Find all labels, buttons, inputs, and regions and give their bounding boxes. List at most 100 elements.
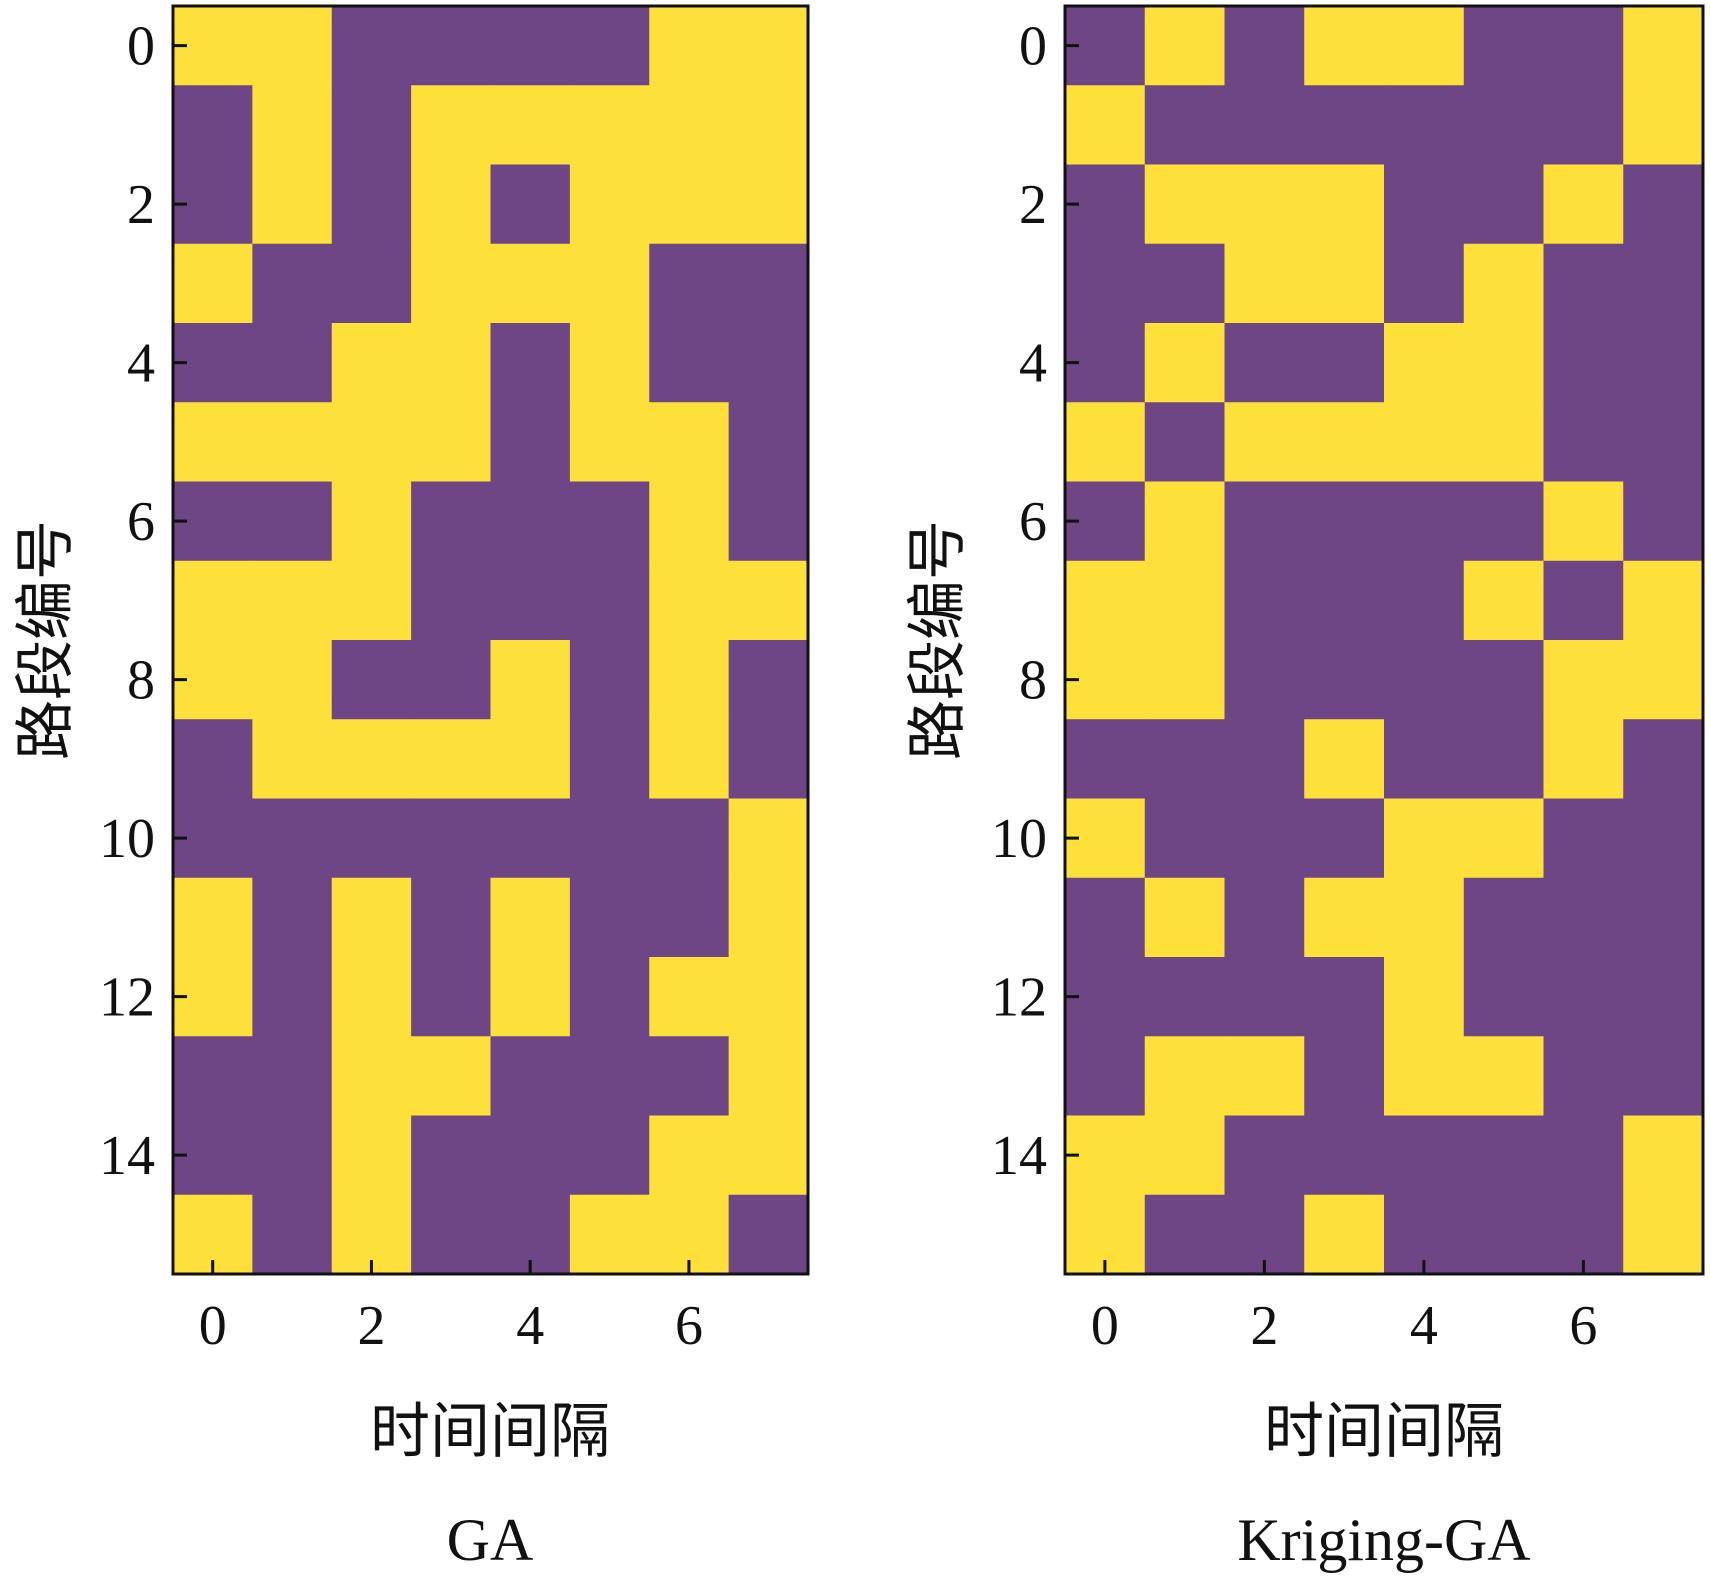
ga-cell-r7-c1 bbox=[252, 560, 333, 641]
ga-cell-r14-c7 bbox=[728, 1115, 809, 1196]
kriging-ga-y-tick-label: 4 bbox=[1019, 333, 1047, 395]
kriging-ga-cell-r13-c5 bbox=[1463, 1036, 1545, 1117]
ga-cell-r7-c4 bbox=[490, 560, 571, 641]
kriging-ga-cell-r1-c4 bbox=[1384, 85, 1465, 166]
kriging-ga-cell-r9-c5 bbox=[1463, 719, 1545, 800]
kriging-ga-cell-r11-c0 bbox=[1065, 877, 1146, 958]
ga-cell-r3-c7 bbox=[728, 243, 809, 324]
kriging-ga-cell-r5-c3 bbox=[1304, 402, 1385, 483]
ga-cell-r9-c3 bbox=[411, 719, 492, 800]
ga-cell-r11-c1 bbox=[252, 877, 333, 958]
ga-cell-r2-c4 bbox=[490, 164, 571, 245]
kriging-ga-x-tick-label: 6 bbox=[1569, 1295, 1597, 1357]
kriging-ga-cell-r2-c2 bbox=[1224, 164, 1305, 245]
kriging-ga-cell-r9-c7 bbox=[1623, 719, 1704, 800]
ga-cell-r14-c1 bbox=[252, 1115, 333, 1196]
ga-cell-r8-c3 bbox=[411, 640, 492, 720]
kriging-ga-cell-r2-c5 bbox=[1463, 164, 1545, 245]
ga-cell-r11-c3 bbox=[411, 877, 492, 958]
ga-x-tick-label: 4 bbox=[516, 1295, 544, 1357]
kriging-ga-cell-r10-c2 bbox=[1224, 798, 1305, 879]
ga-cell-r9-c5 bbox=[569, 719, 650, 800]
ga-cell-r6-c3 bbox=[411, 481, 492, 562]
ga-cell-r12-c6 bbox=[649, 957, 730, 1037]
kriging-ga-cell-r3-c0 bbox=[1065, 243, 1146, 324]
ga-cell-r0-c7 bbox=[728, 6, 809, 86]
kriging-ga-cell-r14-c1 bbox=[1144, 1115, 1226, 1196]
ga-cell-r13-c6 bbox=[649, 1036, 730, 1117]
kriging-ga-y-tick-label: 0 bbox=[1019, 16, 1047, 78]
ga-cell-r5-c6 bbox=[649, 402, 730, 483]
kriging-ga-cell-r0-c1 bbox=[1144, 6, 1226, 86]
ga-cell-r15-c5 bbox=[569, 1194, 650, 1275]
ga-cell-r5-c7 bbox=[728, 402, 809, 483]
kriging-ga-cell-r12-c4 bbox=[1384, 957, 1465, 1037]
ga-cell-r6-c4 bbox=[490, 481, 571, 562]
kriging-ga-x-tick-label: 2 bbox=[1250, 1295, 1278, 1357]
kriging-ga-cell-r6-c2 bbox=[1224, 481, 1305, 562]
kriging-ga-cell-r3-c7 bbox=[1623, 243, 1704, 324]
ga-cell-r9-c2 bbox=[331, 719, 412, 800]
kriging-ga-cell-r7-c5 bbox=[1463, 560, 1545, 641]
kriging-ga-cell-r8-c1 bbox=[1144, 640, 1226, 720]
kriging-ga-cell-r4-c7 bbox=[1623, 323, 1704, 403]
kriging-ga-cell-r12-c5 bbox=[1463, 957, 1545, 1037]
ga-cell-r0-c1 bbox=[252, 6, 333, 86]
kriging-ga-cell-r0-c6 bbox=[1543, 6, 1624, 86]
ga-cell-r13-c1 bbox=[252, 1036, 333, 1117]
ga-cell-r11-c0 bbox=[173, 877, 253, 958]
kriging-ga-cell-r14-c2 bbox=[1224, 1115, 1305, 1196]
kriging-ga-cell-r9-c3 bbox=[1304, 719, 1385, 800]
ga-cell-r10-c5 bbox=[569, 798, 650, 879]
kriging-ga-heatmap-cells bbox=[1065, 6, 1704, 1275]
ga-cell-r2-c7 bbox=[728, 164, 809, 245]
kriging-ga-cell-r7-c4 bbox=[1384, 560, 1465, 641]
kriging-ga-cell-r2-c4 bbox=[1384, 164, 1465, 245]
ga-cell-r7-c6 bbox=[649, 560, 730, 641]
ga-cell-r10-c2 bbox=[331, 798, 412, 879]
ga-cell-r1-c7 bbox=[728, 85, 809, 166]
ga-cell-r0-c4 bbox=[490, 6, 571, 86]
kriging-ga-cell-r11-c6 bbox=[1543, 877, 1624, 958]
ga-cell-r1-c3 bbox=[411, 85, 492, 166]
kriging-ga-cell-r11-c7 bbox=[1623, 877, 1704, 958]
ga-cell-r12-c5 bbox=[569, 957, 650, 1037]
kriging-ga-cell-r10-c3 bbox=[1304, 798, 1385, 879]
kriging-ga-cell-r0-c3 bbox=[1304, 6, 1385, 86]
kriging-ga-cell-r4-c1 bbox=[1144, 323, 1226, 403]
ga-cell-r13-c4 bbox=[490, 1036, 571, 1117]
kriging-ga-y-axis: 0 2 4 6 8 10 12 14 bbox=[991, 16, 1079, 1187]
kriging-ga-cell-r10-c4 bbox=[1384, 798, 1465, 879]
ga-cell-r8-c1 bbox=[252, 640, 333, 720]
ga-cell-r8-c7 bbox=[728, 640, 809, 720]
ga-cell-r4-c5 bbox=[569, 323, 650, 403]
kriging-ga-cell-r5-c7 bbox=[1623, 402, 1704, 483]
ga-y-tick-label: 4 bbox=[127, 333, 155, 395]
kriging-ga-cell-r5-c4 bbox=[1384, 402, 1465, 483]
kriging-ga-cell-r4-c6 bbox=[1543, 323, 1624, 403]
kriging-ga-cell-r14-c5 bbox=[1463, 1115, 1545, 1196]
ga-cell-r3-c0 bbox=[173, 243, 253, 324]
ga-cell-r7-c3 bbox=[411, 560, 492, 641]
ga-cell-r9-c4 bbox=[490, 719, 571, 800]
kriging-ga-cell-r3-c3 bbox=[1304, 243, 1385, 324]
ga-cell-r1-c2 bbox=[331, 85, 412, 166]
kriging-ga-cell-r10-c6 bbox=[1543, 798, 1624, 879]
ga-cell-r7-c7 bbox=[728, 560, 809, 641]
kriging-ga-cell-r4-c4 bbox=[1384, 323, 1465, 403]
ga-cell-r8-c6 bbox=[649, 640, 730, 720]
ga-cell-r8-c5 bbox=[569, 640, 650, 720]
kriging-ga-cell-r12-c2 bbox=[1224, 957, 1305, 1037]
kriging-ga-cell-r7-c1 bbox=[1144, 560, 1226, 641]
kriging-ga-cell-r12-c1 bbox=[1144, 957, 1226, 1037]
kriging-ga-cell-r6-c4 bbox=[1384, 481, 1465, 562]
ga-cell-r4-c6 bbox=[649, 323, 730, 403]
kriging-ga-cell-r4-c2 bbox=[1224, 323, 1305, 403]
kriging-ga-cell-r5-c6 bbox=[1543, 402, 1624, 483]
ga-y-axis: 0 2 4 6 8 10 12 14 bbox=[99, 16, 187, 1187]
kriging-ga-cell-r13-c6 bbox=[1543, 1036, 1624, 1117]
kriging-ga-cell-r3-c6 bbox=[1543, 243, 1624, 324]
ga-cell-r3-c4 bbox=[490, 243, 571, 324]
kriging-ga-cell-r8-c7 bbox=[1623, 640, 1704, 720]
